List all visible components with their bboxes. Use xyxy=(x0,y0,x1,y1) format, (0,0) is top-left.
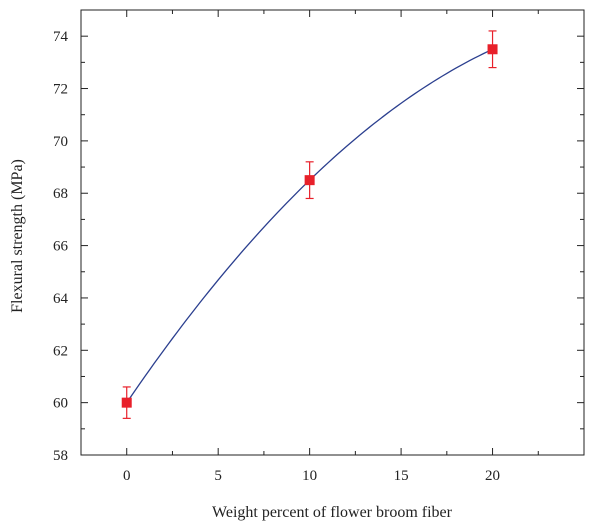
y-axis-title: Flexural strength (MPa) xyxy=(9,159,26,313)
ticks: 0 5 10 15 20 58 60 62 64 66 68 70 72 74 xyxy=(53,10,585,484)
fit-curve xyxy=(126,48,493,404)
x-tick-label: 10 xyxy=(302,468,317,484)
y-tick-label: 62 xyxy=(53,343,68,359)
plot-frame xyxy=(80,9,585,456)
x-tick-label: 20 xyxy=(485,468,500,484)
y-tick-label: 58 xyxy=(53,448,68,464)
x-tick-label: 15 xyxy=(394,468,409,484)
data-point xyxy=(487,44,498,55)
y-tick-label: 60 xyxy=(53,396,68,412)
y-tick-label: 68 xyxy=(53,186,68,202)
data-points xyxy=(121,30,498,419)
data-point xyxy=(121,397,132,408)
axes xyxy=(80,9,585,456)
y-tick-label: 66 xyxy=(53,239,69,255)
y-tick-label: 64 xyxy=(53,291,69,307)
y-tick-label: 74 xyxy=(53,29,69,45)
y-tick-label: 72 xyxy=(53,82,68,98)
data-point xyxy=(304,175,315,186)
x-tick-label: 0 xyxy=(123,468,131,484)
fit-curve-group xyxy=(126,48,493,404)
y-tick-label: 70 xyxy=(53,134,68,150)
x-tick-label: 5 xyxy=(214,468,222,484)
x-axis-title: Weight percent of flower broom fiber xyxy=(212,504,453,521)
